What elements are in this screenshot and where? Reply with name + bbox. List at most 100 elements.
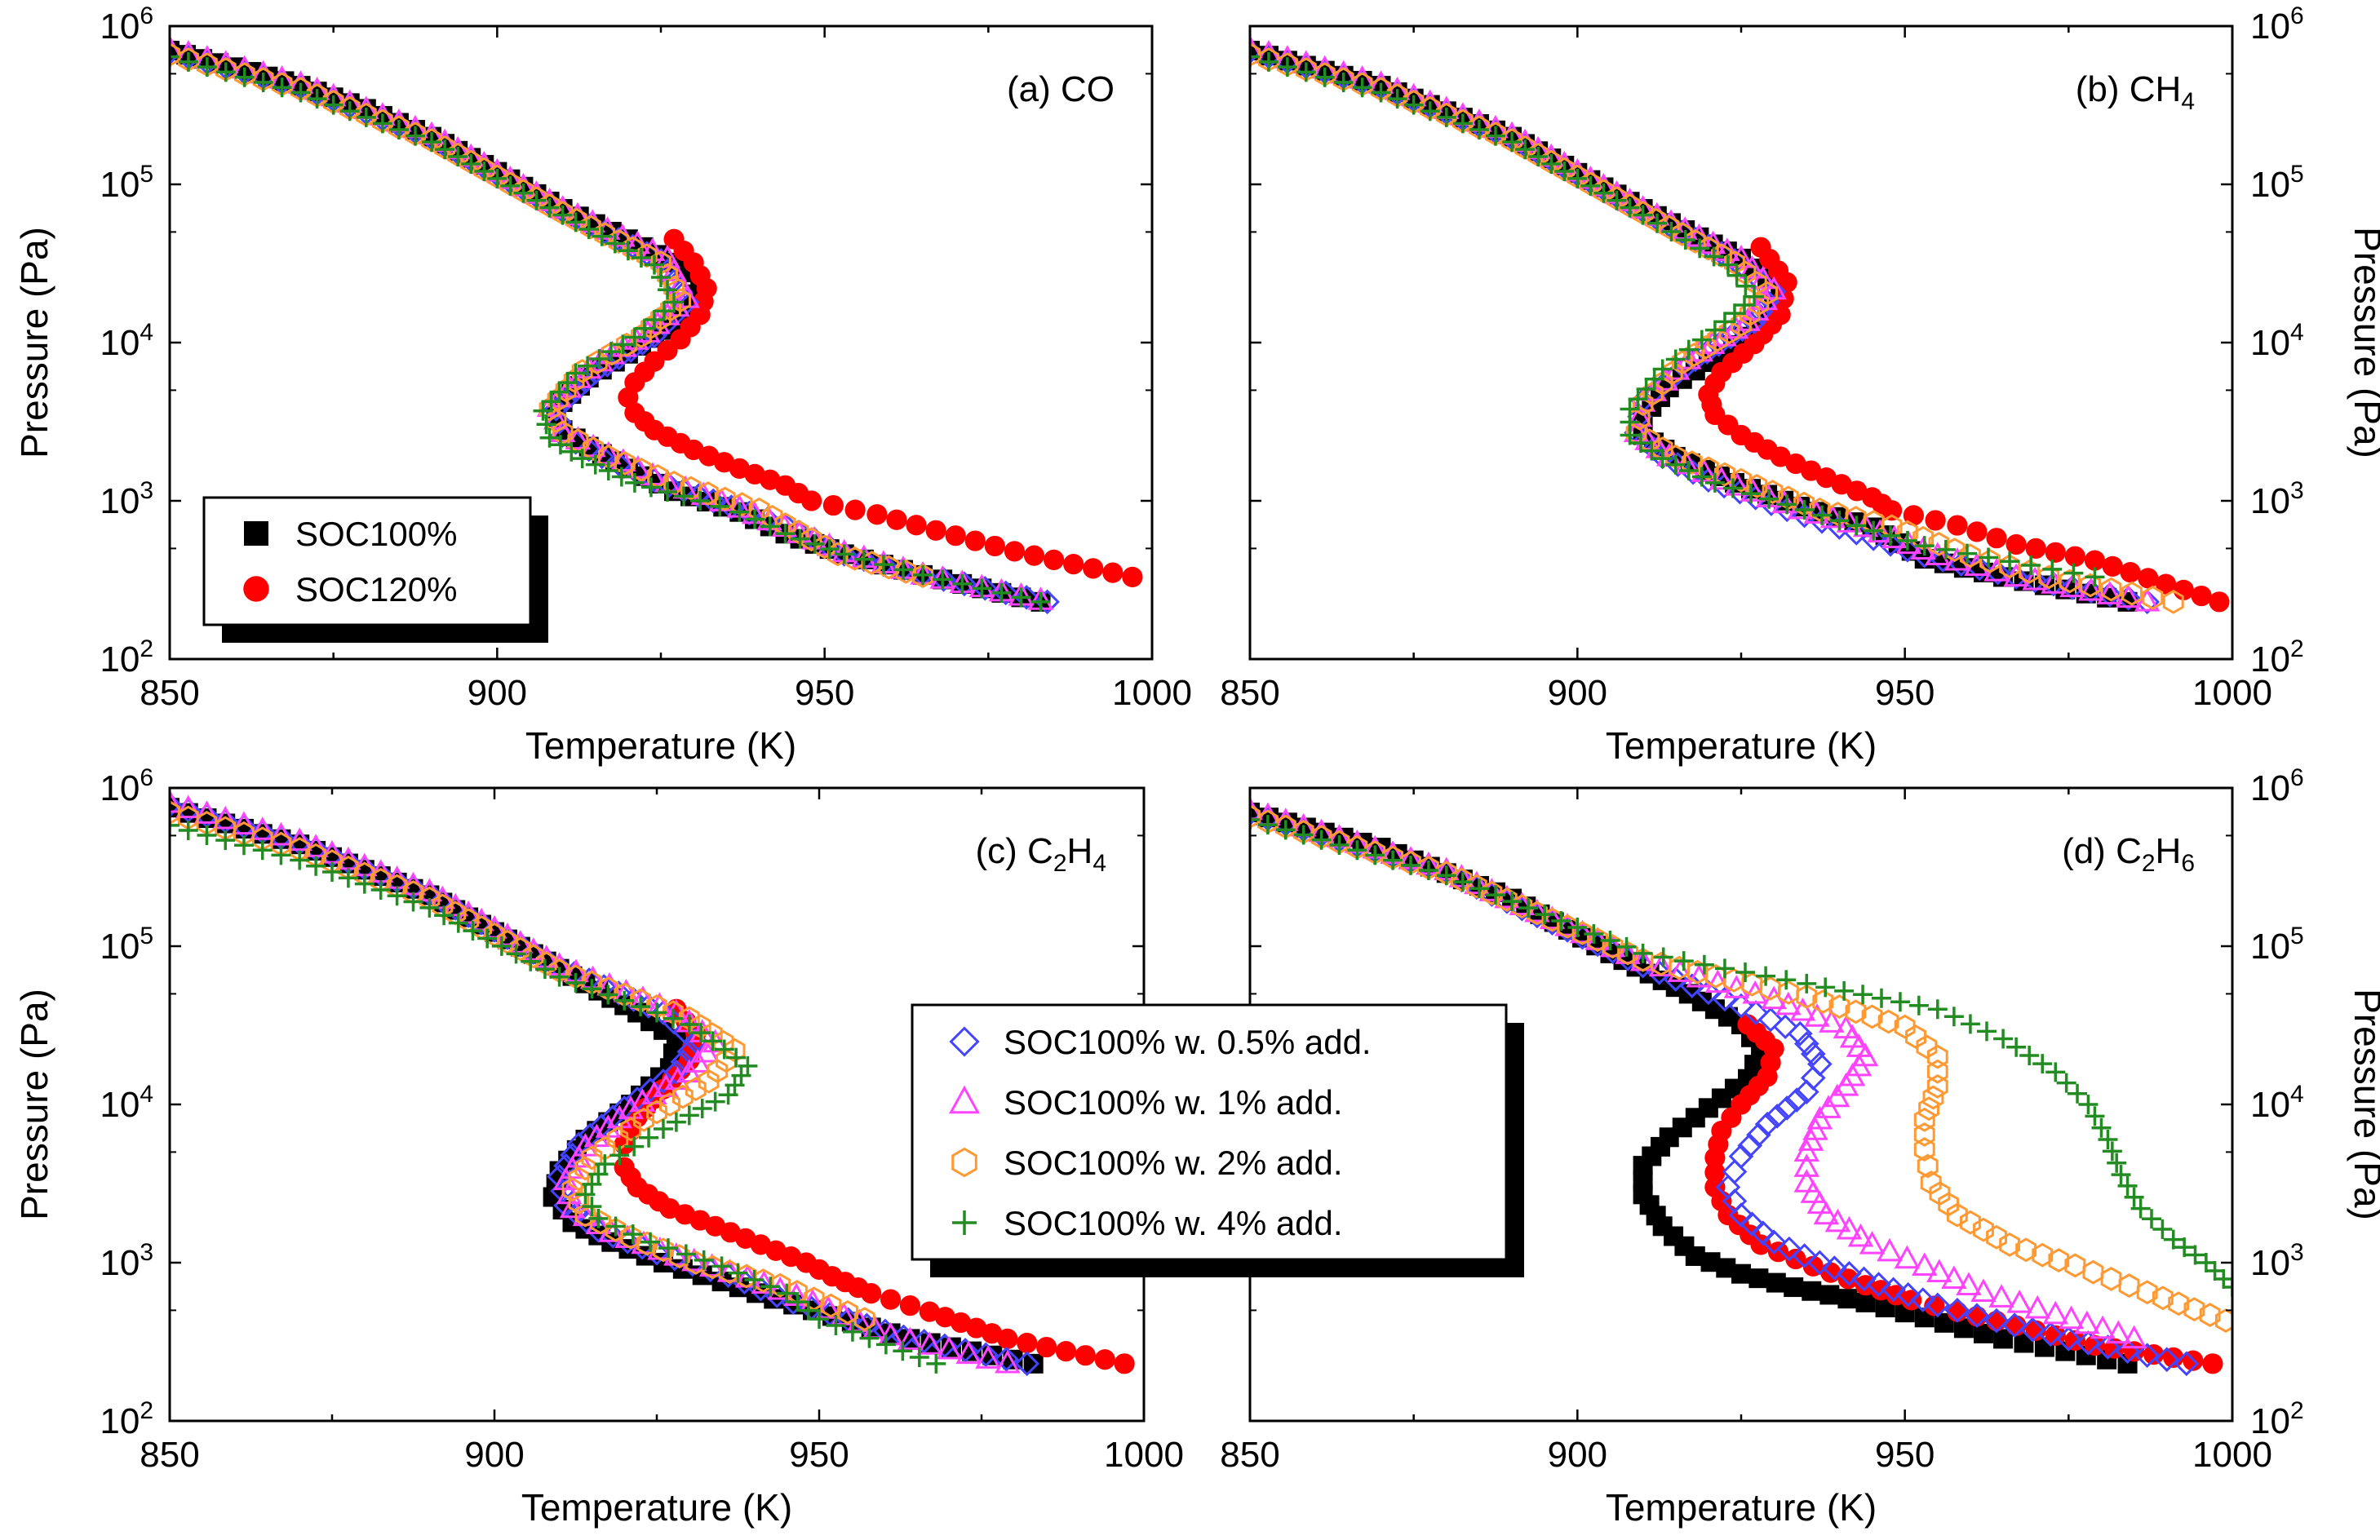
- data-point: [1469, 120, 1489, 140]
- legend-soc: SOC100% SOC120%: [202, 496, 548, 643]
- legend-label: SOC100%: [295, 515, 457, 553]
- data-point: [624, 472, 645, 493]
- data-point: [1926, 1044, 1948, 1069]
- data-point: [1764, 1104, 1790, 1129]
- data-point: [1741, 484, 1762, 504]
- data-point: [1515, 139, 1536, 160]
- data-point: [1999, 1232, 2020, 1257]
- data-point: [1837, 1260, 1862, 1286]
- data-point: [1293, 825, 1314, 845]
- data-point: [487, 168, 507, 188]
- data-point: [2105, 1320, 2132, 1344]
- data-point: [692, 1098, 712, 1118]
- data-point: [819, 539, 840, 560]
- data-point: [2199, 1303, 2221, 1328]
- data-point: [215, 62, 236, 82]
- data-point: [1735, 294, 1755, 315]
- data-point: [434, 905, 454, 926]
- data-point: [1486, 885, 1505, 905]
- x-tick-label: 900: [1548, 1435, 1607, 1475]
- data-point: [912, 564, 933, 589]
- data-point: [650, 1069, 676, 1094]
- data-point: [1567, 168, 1588, 188]
- data-point: [1881, 500, 1903, 521]
- data-point: [745, 509, 765, 529]
- data-point: [1277, 57, 1297, 77]
- data-point: [2045, 1062, 2066, 1082]
- data-point: [1739, 254, 1766, 279]
- data-point: [2223, 1277, 2232, 1298]
- data-point: [598, 461, 618, 481]
- series-plus: [170, 46, 1051, 612]
- data-point: [1926, 1059, 1948, 1084]
- data-point: [1114, 1353, 1135, 1374]
- data-point: [1785, 453, 1806, 475]
- data-point: [1743, 1000, 1769, 1025]
- data-point: [1620, 197, 1640, 218]
- data-point: [2162, 589, 2184, 614]
- data-point: [866, 504, 888, 525]
- data-point: [1837, 1268, 1859, 1290]
- x-tick-label: 950: [1875, 1435, 1935, 1475]
- data-point: [1697, 456, 1719, 481]
- y-tick-label: 105: [2250, 161, 2304, 205]
- data-point: [2138, 568, 2159, 589]
- data-point: [1607, 190, 1627, 210]
- data-point: [1853, 985, 1873, 1005]
- data-point: [1812, 505, 1832, 525]
- data-point: [647, 1002, 667, 1023]
- data-point: [1735, 276, 1756, 296]
- data-point: [448, 147, 468, 167]
- data-point: [1469, 878, 1489, 899]
- data-point: [613, 334, 633, 355]
- data-point: [933, 569, 953, 590]
- data-point: [2019, 1045, 2040, 1065]
- data-point: [1704, 472, 1725, 493]
- data-point: [897, 1326, 924, 1351]
- data-point: [387, 886, 407, 906]
- data-point: [1845, 999, 1867, 1024]
- data-point: [1927, 999, 1948, 1020]
- data-point: [1828, 994, 1850, 1020]
- data-point: [2058, 1305, 2085, 1330]
- data-point: [1812, 989, 1834, 1014]
- data-point: [800, 527, 822, 552]
- data-point: [549, 382, 570, 402]
- data-point: [982, 1323, 1003, 1344]
- data-point: [535, 951, 557, 976]
- data-point: [744, 1269, 765, 1290]
- data-point: [215, 830, 236, 851]
- data-point: [2078, 578, 2104, 604]
- data-point: [1813, 1201, 1840, 1225]
- data-point: [1383, 850, 1403, 870]
- data-point: [1757, 1007, 1784, 1033]
- legend-label: SOC100% w. 0.5% add.: [1004, 1023, 1372, 1061]
- data-point: [1966, 521, 1988, 542]
- y-axis-title: Pressure (Pa): [13, 227, 55, 458]
- data-point: [2142, 1209, 2161, 1229]
- data-point: [2021, 555, 2041, 576]
- data-point: [1633, 943, 1653, 963]
- y-tick-label: 102: [2250, 1397, 2304, 1441]
- data-point: [679, 1105, 699, 1126]
- data-point: [1094, 1349, 1115, 1370]
- data-point: [1083, 558, 1104, 579]
- data-point: [664, 292, 685, 312]
- data-point: [2082, 1259, 2104, 1285]
- y-tick-label: 102: [100, 1397, 153, 1441]
- data-point: [2091, 1117, 2112, 1138]
- data-point: [801, 490, 822, 511]
- data-point: [623, 1224, 643, 1245]
- data-point: [624, 327, 645, 347]
- data-point: [1644, 369, 1664, 389]
- data-point: [972, 578, 992, 599]
- data-point: [1600, 930, 1620, 950]
- y-tick-label: 104: [100, 1081, 153, 1125]
- data-point: [658, 1238, 678, 1259]
- data-point: [419, 897, 440, 918]
- data-point: [1756, 966, 1776, 986]
- y-tick-label: 106: [2250, 2, 2304, 46]
- data-point: [557, 373, 578, 393]
- data-point: [694, 1250, 714, 1270]
- data-point: [561, 441, 582, 462]
